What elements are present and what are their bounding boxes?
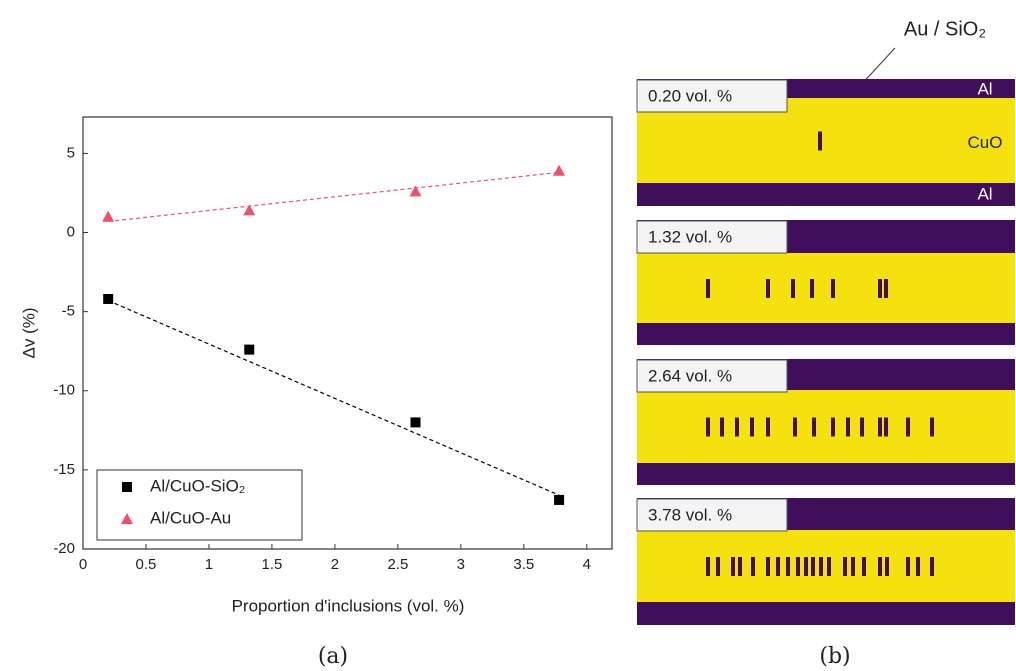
layer-label: CuO bbox=[968, 133, 1003, 152]
y-tick-label: 5 bbox=[67, 144, 75, 161]
x-axis-label: Proportion d'inclusions (vol. %) bbox=[232, 596, 465, 615]
inclusion bbox=[720, 417, 724, 437]
panel-label: 2.64 vol. % bbox=[648, 366, 732, 385]
inclusion bbox=[766, 557, 770, 576]
marker bbox=[102, 210, 115, 222]
inclusion bbox=[766, 279, 770, 298]
x-tick-label: 2.5 bbox=[387, 556, 408, 573]
inclusion bbox=[735, 417, 739, 437]
x-tick-label: 1 bbox=[205, 556, 213, 573]
inclusion bbox=[906, 557, 910, 576]
inclusion bbox=[860, 417, 864, 437]
marker bbox=[410, 417, 421, 428]
inclusion bbox=[885, 557, 889, 576]
inclusion bbox=[811, 557, 815, 576]
inclusion bbox=[751, 557, 755, 576]
inclusion bbox=[706, 279, 710, 298]
inclusion bbox=[878, 557, 882, 576]
y-tick-label: -15 bbox=[53, 461, 75, 478]
inclusion bbox=[851, 557, 855, 576]
trend-line bbox=[108, 171, 560, 223]
al-layer bbox=[637, 463, 1015, 485]
legend-box bbox=[96, 469, 303, 541]
trend-line bbox=[107, 300, 560, 496]
annotation: Au / SiO₂ bbox=[904, 18, 986, 40]
x-tick-label: 4 bbox=[583, 556, 591, 573]
inclusion bbox=[804, 557, 808, 576]
cuo-layer bbox=[637, 390, 1015, 463]
caption: (b) bbox=[819, 644, 850, 669]
y-tick-label: -10 bbox=[53, 382, 75, 399]
inclusion bbox=[878, 417, 882, 437]
label-box bbox=[636, 359, 788, 393]
inclusion bbox=[810, 279, 814, 298]
x-tick-label: 0 bbox=[79, 556, 87, 573]
inclusion bbox=[846, 417, 850, 437]
inclusion bbox=[812, 417, 816, 437]
legend-label: Al/CuO-SiO₂ bbox=[150, 476, 245, 495]
panel-b: 0.20 vol. % Al CuO Al 1.32 vol. % 2.64 vol. %… bbox=[636, 79, 1015, 625]
inclusion bbox=[906, 417, 910, 437]
inclusion bbox=[884, 417, 888, 437]
marker bbox=[554, 494, 565, 505]
inclusion bbox=[766, 417, 770, 437]
al-layer bbox=[637, 323, 1015, 345]
x-tick-label: 2 bbox=[331, 556, 339, 573]
inclusion bbox=[827, 557, 831, 576]
caption: (a) bbox=[318, 644, 348, 669]
inclusion bbox=[930, 417, 934, 437]
label-box bbox=[636, 498, 788, 532]
y-axis-label: Δv (%) bbox=[19, 307, 38, 358]
label-box bbox=[636, 220, 788, 254]
inclusion bbox=[796, 557, 800, 576]
inclusion bbox=[884, 279, 888, 298]
inclusion bbox=[831, 417, 835, 437]
inclusion bbox=[786, 557, 790, 576]
inclusion bbox=[706, 557, 710, 576]
legend-label: Al/CuO-Au bbox=[150, 508, 231, 527]
al-layer bbox=[637, 183, 1015, 206]
inclusion bbox=[750, 417, 754, 437]
marker bbox=[553, 164, 566, 176]
inclusion bbox=[916, 557, 920, 576]
marker bbox=[243, 204, 256, 216]
panel-label: 0.20 vol. % bbox=[648, 86, 732, 105]
panel-label: 1.32 vol. % bbox=[648, 227, 732, 246]
x-tick-label: 0.5 bbox=[136, 556, 157, 573]
marker bbox=[103, 293, 114, 304]
cuo-layer bbox=[637, 530, 1015, 602]
inclusion bbox=[819, 557, 823, 576]
inclusion bbox=[831, 279, 835, 298]
layer-label: Al bbox=[977, 184, 992, 203]
marker bbox=[122, 482, 132, 492]
panel-label: 3.78 vol. % bbox=[648, 505, 732, 524]
y-tick-label: 0 bbox=[67, 223, 75, 240]
marker bbox=[244, 344, 255, 355]
inclusion bbox=[930, 557, 934, 576]
inclusion bbox=[843, 557, 847, 576]
inclusion bbox=[793, 417, 797, 437]
layer-label: Al bbox=[977, 79, 992, 98]
x-tick-label: 3.5 bbox=[513, 556, 534, 573]
inclusion bbox=[818, 131, 822, 151]
label-box bbox=[636, 79, 788, 113]
al-layer bbox=[637, 602, 1015, 625]
y-tick-label: -5 bbox=[62, 303, 75, 320]
inclusion bbox=[738, 557, 742, 576]
x-tick-label: 1.5 bbox=[261, 556, 282, 573]
cuo-layer bbox=[637, 253, 1015, 323]
inclusion bbox=[791, 279, 795, 298]
inclusion bbox=[706, 417, 710, 437]
inclusion bbox=[878, 279, 882, 298]
inclusion bbox=[731, 557, 735, 576]
marker bbox=[409, 185, 422, 197]
inclusion bbox=[716, 557, 720, 576]
inclusion bbox=[776, 557, 780, 576]
x-tick-label: 3 bbox=[457, 556, 465, 573]
marker bbox=[121, 513, 133, 524]
y-tick-label: -20 bbox=[53, 540, 75, 557]
inclusion bbox=[862, 557, 866, 576]
plot-frame bbox=[82, 116, 613, 550]
